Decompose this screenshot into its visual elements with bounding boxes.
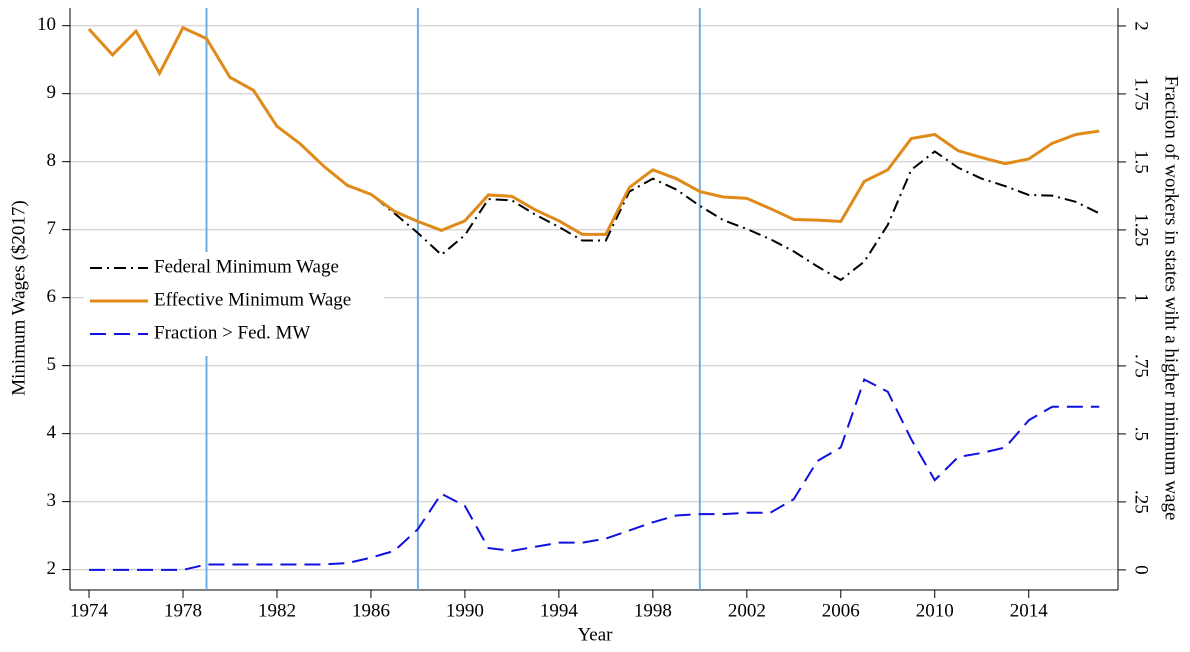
y2-tick-label: 1.25: [1131, 213, 1152, 246]
y-tick-label: 4: [47, 422, 57, 443]
x-tick-label: 1994: [540, 600, 579, 621]
x-tick-label: 1978: [164, 600, 202, 621]
y-tick-label: 7: [47, 218, 57, 239]
y-tick-label: 6: [47, 286, 57, 307]
y2-tick-label: 2: [1131, 21, 1152, 31]
y2-tick-label: .25: [1131, 490, 1152, 514]
x-tick-label: 1998: [634, 600, 672, 621]
series-line: [87, 25, 1100, 236]
y2-tick-label: 1.5: [1131, 150, 1152, 174]
y-tick-label: 10: [37, 14, 56, 35]
y-tick-label: 3: [47, 490, 57, 511]
y2-axis-label: Fraction of workers in states wiht a hig…: [1161, 76, 1182, 521]
y-tick-label: 5: [47, 354, 57, 375]
y2-tick-label: 1.75: [1131, 77, 1152, 110]
y2-tick-label: .5: [1131, 427, 1152, 441]
x-tick-label: 1982: [258, 600, 296, 621]
y-tick-label: 9: [47, 82, 57, 103]
x-tick-label: 1986: [352, 600, 390, 621]
series-line: [88, 26, 1100, 282]
y-axis-label: Minimum Wages ($2017): [8, 200, 29, 396]
legend-label: Federal Minimum Wage: [154, 256, 339, 277]
series-line: [89, 378, 1100, 571]
x-tick-label: 2014: [1010, 600, 1049, 621]
legend-label: Effective Minimum Wage: [154, 289, 351, 310]
y2-tick-label: .75: [1131, 354, 1152, 378]
y-tick-label: 2: [47, 558, 57, 579]
y-tick-label: 8: [47, 150, 57, 171]
x-tick-label: 1990: [446, 600, 484, 621]
x-tick-label: 2002: [728, 600, 766, 621]
legend-label: Fraction > Fed. MW: [154, 322, 310, 343]
y2-tick-label: 1: [1131, 293, 1152, 303]
legend-box: [84, 252, 384, 356]
x-axis-label: Year: [577, 624, 613, 645]
x-tick-label: 2010: [916, 600, 954, 621]
x-tick-label: 1974: [70, 600, 109, 621]
y2-tick-label: 0: [1131, 565, 1152, 575]
x-tick-label: 2006: [822, 600, 860, 621]
